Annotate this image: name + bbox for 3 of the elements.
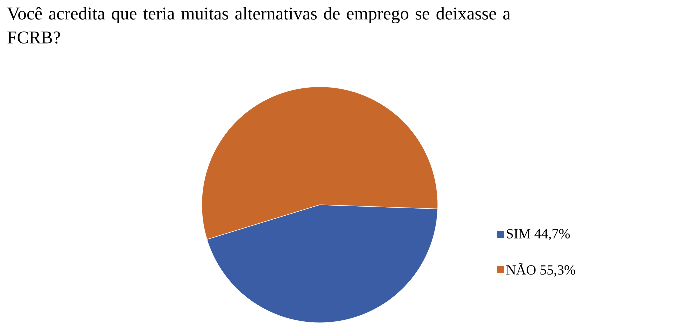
chart-title: Você acredita que teria muitas alternativas de emprego se deixasse a FCRB? [7, 7, 511, 44]
legend-label: SIM 44,7% [507, 229, 570, 241]
legend-label: NÃO 55,3% [506, 263, 576, 277]
